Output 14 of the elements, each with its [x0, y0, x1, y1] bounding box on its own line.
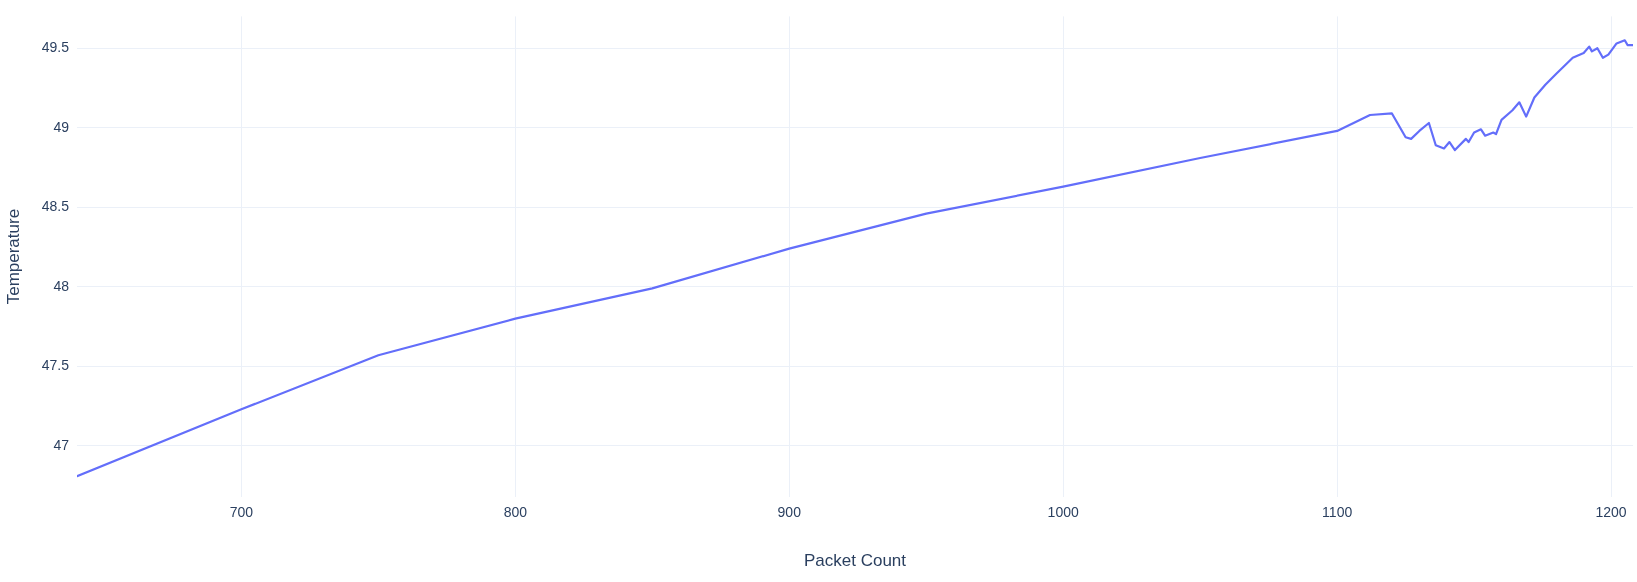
- x-tick-label: 1000: [1047, 504, 1079, 521]
- y-tick-label: 47.5: [41, 357, 70, 374]
- y-axis-title: Temperature: [3, 208, 23, 305]
- x-tick-label: 700: [229, 504, 254, 521]
- x-axis-title: Packet Count: [803, 551, 907, 571]
- y-tick-label: 49.5: [41, 39, 70, 56]
- y-tick-label: 48: [53, 277, 70, 294]
- y-tick-label: 48.5: [41, 198, 70, 215]
- x-tick-label: 800: [503, 504, 528, 521]
- x-tick-label: 1100: [1322, 504, 1353, 521]
- x-tick-label: 900: [777, 504, 802, 521]
- y-tick-label: 47: [53, 436, 70, 453]
- y-tick-label: 49: [53, 118, 70, 135]
- x-tick-label: 1200: [1595, 504, 1627, 521]
